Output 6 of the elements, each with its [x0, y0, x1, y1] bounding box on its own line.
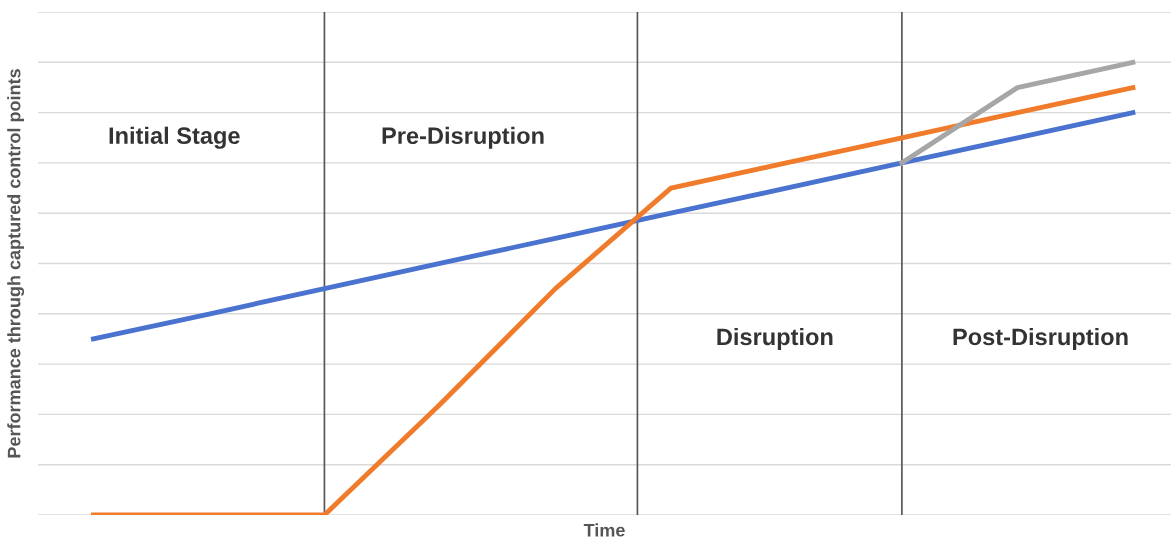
- annotation: Post-Disruption: [953, 327, 1128, 350]
- annotation: Disruption: [717, 327, 833, 350]
- y-axis-title: Performance through captured control points: [7, 69, 25, 458]
- annotation: Pre-Disruption: [382, 126, 544, 149]
- annotation: Initial Stage: [109, 126, 240, 149]
- x-axis-title: Time: [583, 523, 625, 537]
